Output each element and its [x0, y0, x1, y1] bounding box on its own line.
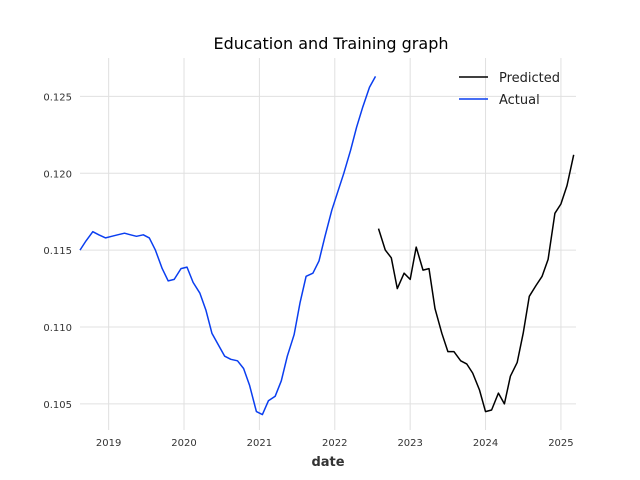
y-tick-label: 0.125: [43, 92, 72, 103]
x-tick-label: 2021: [247, 438, 272, 449]
series-line-predicted: [377, 154, 575, 413]
chart-title: Education and Training graph: [214, 34, 449, 53]
x-tick-label: 2019: [96, 438, 121, 449]
x-axis-label: date: [311, 455, 344, 470]
legend-label: Predicted: [499, 71, 560, 86]
y-tick-label: 0.115: [43, 246, 72, 257]
x-axis-ticks: 2019 2020 2021 2022 2023 2024 2025: [96, 438, 574, 449]
x-tick-label: 2024: [473, 438, 498, 449]
legend-entry-predicted: Predicted: [459, 71, 560, 86]
legend: Predicted Actual: [459, 71, 560, 108]
y-tick-label: 0.105: [43, 400, 72, 411]
legend-entry-actual: Actual: [459, 93, 540, 108]
y-tick-label: 0.110: [43, 323, 72, 334]
y-tick-label: 0.120: [43, 169, 72, 180]
series-lines: [79, 76, 575, 416]
y-axis-ticks: 0.105 0.110 0.115 0.120 0.125: [43, 92, 72, 410]
x-tick-label: 2022: [322, 438, 347, 449]
grid-lines: [80, 58, 576, 430]
series-line-actual: [79, 76, 377, 416]
x-tick-label: 2020: [171, 438, 196, 449]
x-tick-label: 2025: [548, 438, 573, 449]
x-tick-label: 2023: [397, 438, 422, 449]
legend-label: Actual: [499, 93, 540, 108]
